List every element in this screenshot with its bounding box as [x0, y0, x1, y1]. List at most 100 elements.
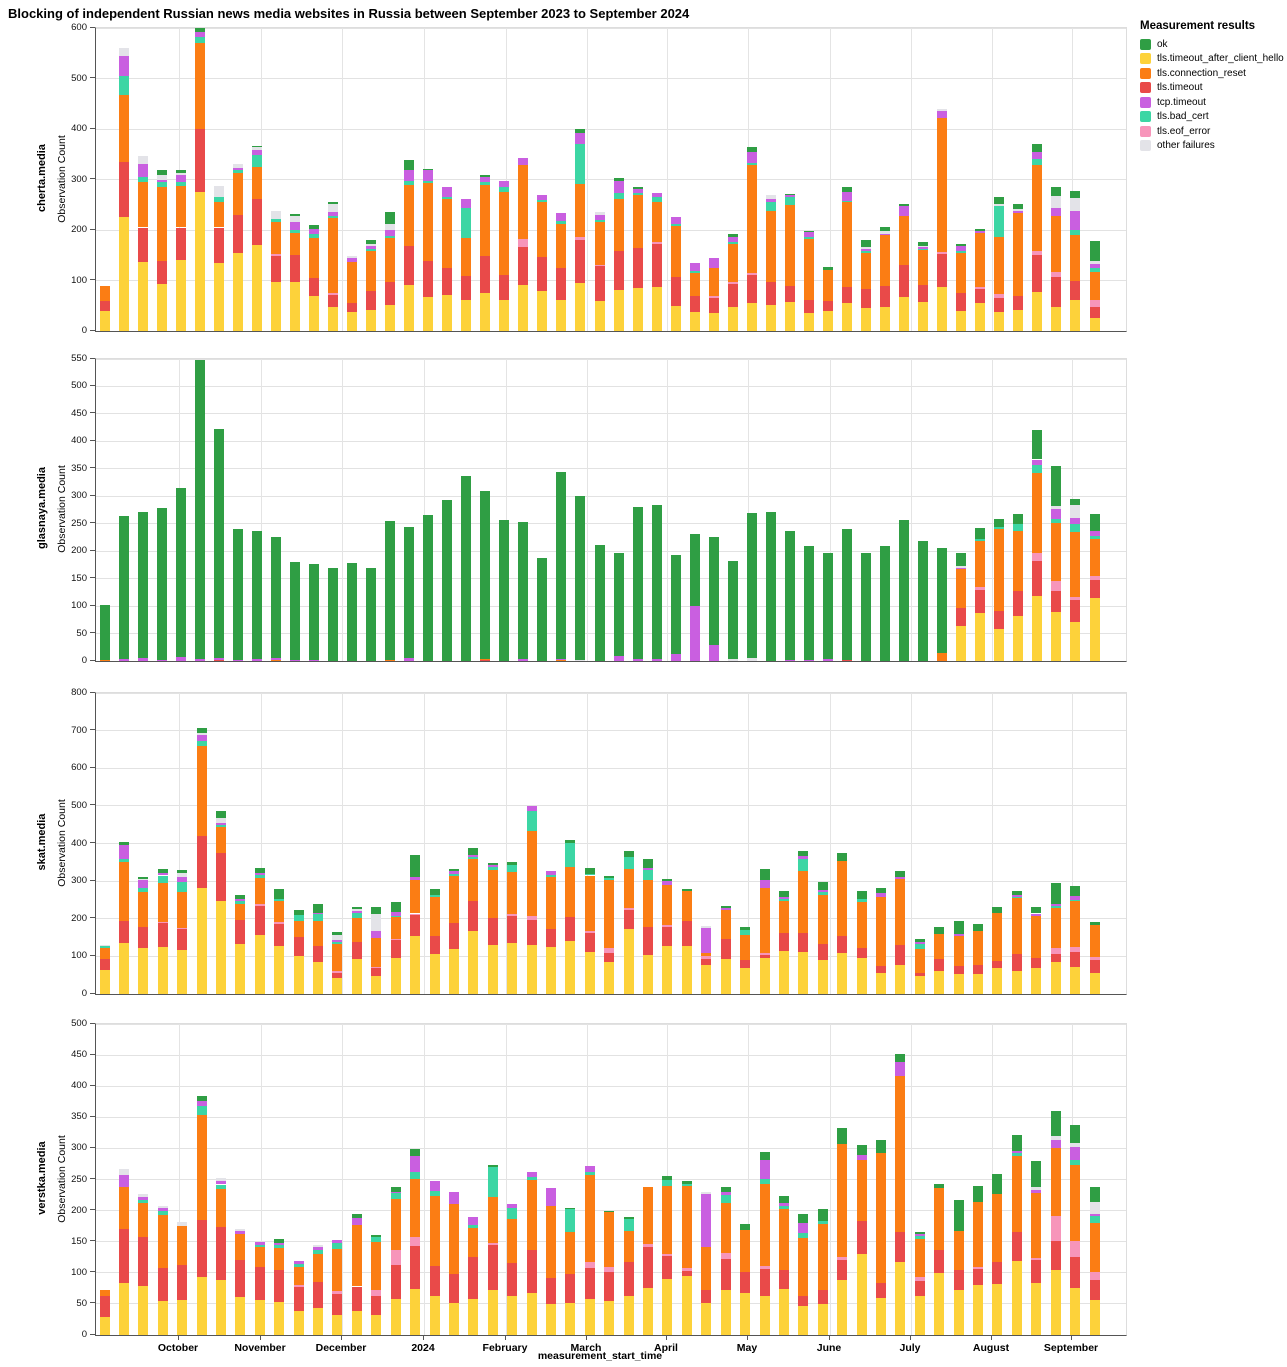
- bar-segment-tls.timeout: [1032, 561, 1043, 597]
- x-tick-label: February: [482, 1342, 528, 1354]
- month-gridline: [342, 359, 343, 661]
- bar-segment-ok: [332, 932, 343, 935]
- bar-segment-tls.timeout_after_client_hello: [727, 306, 738, 331]
- bar-segment-ok: [448, 868, 459, 871]
- y-tick-mark: [90, 1053, 95, 1055]
- bar-segment-tls.timeout_after_client_hello: [681, 1275, 692, 1335]
- bar-segment-tls.timeout: [914, 972, 925, 976]
- bar-segment-tls.timeout_after_client_hello: [327, 306, 338, 331]
- y-tick-mark: [90, 659, 95, 661]
- bar-segment-tcp.timeout: [274, 1242, 285, 1246]
- bar-segment-tls.timeout: [759, 954, 770, 959]
- y-tick-mark: [90, 279, 95, 280]
- x-tick-mark: [829, 1335, 830, 1340]
- bar-segment-tls.connection_reset: [651, 201, 662, 243]
- bar-segment-tls.timeout: [293, 1287, 304, 1311]
- y-gridline: [96, 1210, 1126, 1212]
- y-tick-mark: [90, 1178, 95, 1179]
- bar-segment-ok: [975, 528, 986, 540]
- bar-segment-tls.eof_error: [937, 252, 948, 255]
- bar-segment-other failures: [177, 872, 188, 878]
- y-gridline: [96, 1085, 1126, 1087]
- bar-segment-ok: [385, 212, 396, 225]
- bar-segment-tls.connection_reset: [613, 198, 624, 252]
- bar-segment-tcp.timeout: [177, 877, 188, 883]
- bar-segment-tls.bad_cert: [177, 882, 188, 893]
- bar-segment-tls.connection_reset: [215, 1188, 226, 1228]
- bar-segment-tls.timeout: [914, 1280, 925, 1297]
- bar-segment-tls.timeout: [956, 607, 967, 626]
- bar-segment-tcp.timeout: [556, 658, 567, 660]
- y-tick-label: 300: [71, 875, 87, 887]
- bar-segment-ok: [1089, 1186, 1100, 1202]
- bar-segment-tls.timeout: [604, 1271, 615, 1301]
- bar-segment-tls.eof_error: [662, 1253, 673, 1257]
- bar-segment-ok: [499, 519, 510, 661]
- bar-segment-tls.bad_cert: [1089, 536, 1100, 539]
- y-gridline: [96, 692, 1126, 694]
- bar-segment-tcp.timeout: [196, 1100, 207, 1107]
- bar-segment-tls.bad_cert: [1011, 896, 1022, 899]
- bar-segment-tls.connection_reset: [351, 1224, 362, 1287]
- bar-segment-other failures: [1070, 1143, 1081, 1147]
- bar-segment-tls.timeout: [759, 1269, 770, 1297]
- bar-segment-tls.eof_error: [584, 1261, 595, 1268]
- bar-segment-tls.timeout: [99, 1296, 110, 1317]
- tls.eof_error-swatch: [1140, 125, 1151, 137]
- bar-segment-tls.connection_reset: [937, 118, 948, 253]
- y-gridline: [96, 578, 1126, 580]
- bar-segment-ok: [1089, 241, 1100, 262]
- bar-segment-tls.connection_reset: [1031, 1193, 1042, 1258]
- y-tick-label: 50: [76, 1297, 87, 1309]
- bar-segment-ok: [308, 224, 319, 229]
- bar-segment-tcp.timeout: [720, 1191, 731, 1196]
- x-tick-mark: [178, 1335, 179, 1340]
- y-gridline: [96, 805, 1126, 807]
- bar-segment-tls.timeout: [507, 915, 518, 944]
- bar-segment-tls.bad_cert: [918, 248, 929, 251]
- month-gridline: [748, 1024, 749, 1335]
- bar-segment-tcp.timeout: [410, 877, 421, 881]
- y-gridline: [96, 1116, 1126, 1118]
- bar-segment-tcp.timeout: [1070, 895, 1081, 900]
- bar-segment-tcp.timeout: [975, 230, 986, 234]
- bar-segment-tls.eof_error: [371, 1290, 382, 1296]
- bar-segment-other failures: [118, 1168, 129, 1175]
- bar-segment-ok: [973, 924, 984, 931]
- bar-segment-ok: [899, 203, 910, 206]
- bar-segment-tcp.timeout: [1011, 1150, 1022, 1154]
- bar-segment-tls.timeout: [643, 927, 654, 955]
- bar-segment-tls.timeout: [351, 1286, 362, 1311]
- bar-segment-tcp.timeout: [351, 1218, 362, 1225]
- bar-segment-tls.timeout_after_client_hello: [404, 285, 415, 331]
- bar-segment-tls.connection_reset: [487, 869, 498, 918]
- bar-segment-tls.connection_reset: [956, 569, 967, 608]
- y-tick-label: 100: [71, 950, 87, 962]
- bar-segment-other failures: [701, 1191, 712, 1194]
- bar-segment-tls.timeout_after_client_hello: [293, 955, 304, 994]
- bar-segment-tls.connection_reset: [1013, 530, 1024, 592]
- month-gridline: [830, 28, 831, 331]
- bar-segment-tls.bad_cert: [798, 858, 809, 871]
- bar-segment-tls.timeout_after_client_hello: [1032, 291, 1043, 331]
- bar-segment-ok: [1050, 1111, 1061, 1136]
- bar-segment-tcp.timeout: [956, 567, 967, 570]
- y-tick-mark: [90, 228, 95, 230]
- bar-segment-tcp.timeout: [157, 1207, 168, 1211]
- bar-segment-tls.connection_reset: [332, 1248, 343, 1292]
- bar-segment-tls.timeout: [308, 277, 319, 296]
- bar-segment-tls.timeout: [956, 292, 967, 311]
- y-gridline: [96, 633, 1126, 635]
- y-gridline: [96, 358, 1126, 360]
- bar-segment-ok: [289, 562, 300, 660]
- bar-segment-tls.timeout: [594, 266, 605, 301]
- bar-segment-tls.timeout: [196, 1219, 207, 1278]
- bar-segment-ok: [727, 560, 738, 659]
- bar-segment-tls.timeout_after_client_hello: [956, 625, 967, 661]
- bar-segment-ok: [99, 605, 110, 660]
- y-tick-label: 450: [71, 1049, 87, 1061]
- bar-segment-tls.connection_reset: [196, 1115, 207, 1220]
- y-gridline: [96, 1147, 1126, 1149]
- bar-segment-ok: [347, 563, 357, 661]
